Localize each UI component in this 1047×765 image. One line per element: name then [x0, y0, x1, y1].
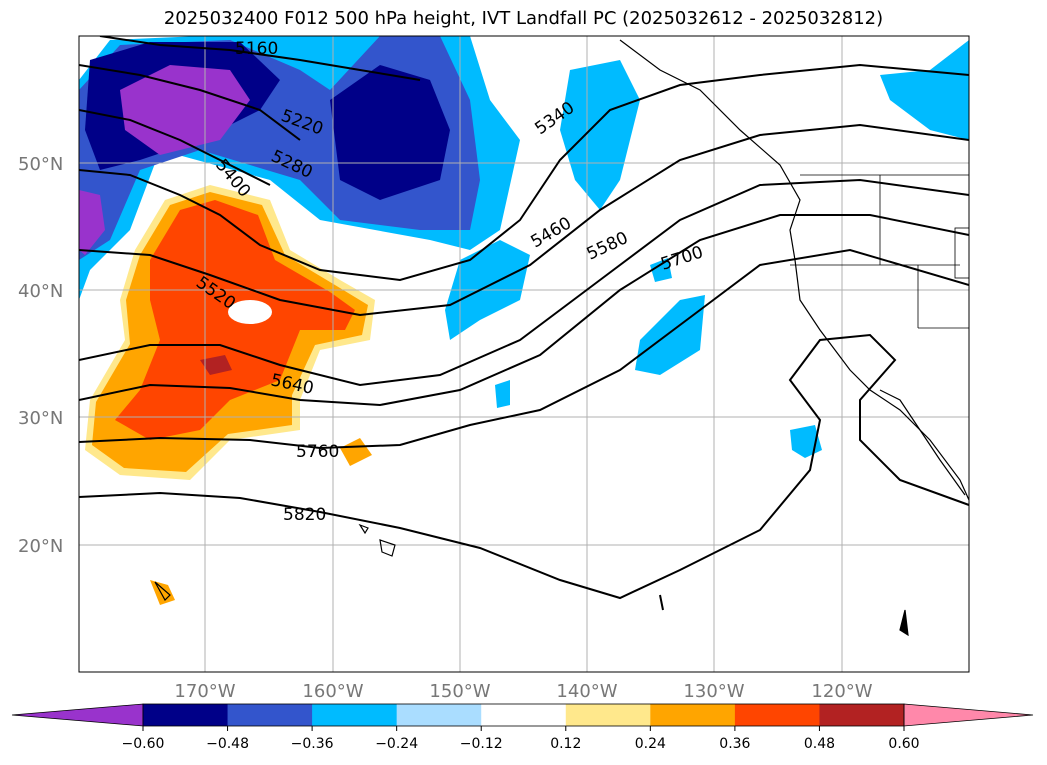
- map-title: 2025032400 F012 500 hPa height, IVT Land…: [163, 8, 884, 29]
- negative-cyan-sub: [635, 295, 705, 375]
- colorbar-tick-label: −0.60: [122, 736, 165, 752]
- coastlines: [154, 39, 969, 637]
- negative-cyan-dot2: [495, 380, 510, 408]
- negative-cyan-ne: [880, 40, 969, 140]
- white-hole: [228, 300, 272, 324]
- height-contours: [79, 36, 969, 600]
- positive-orange-dot2: [150, 580, 175, 605]
- colorbar-tick-label: 0.36: [719, 736, 750, 752]
- lat-label-40: 40°N: [18, 281, 63, 302]
- colorbar-segment: [396, 704, 482, 726]
- colorbar-segment: [143, 704, 229, 726]
- colorbar-extend-high: [903, 703, 1034, 727]
- colorbar-segment: [734, 704, 820, 726]
- lat-label-30: 30°N: [18, 408, 63, 429]
- colorbar-segment: [481, 704, 567, 726]
- colorbar-tick-label: −0.12: [460, 736, 503, 752]
- contour-label-5460: 5460: [528, 213, 575, 252]
- colorbar-tick-label: 0.60: [888, 736, 919, 752]
- lat-label-20: 20°N: [18, 536, 63, 557]
- colorbar-tick-label: 0.48: [804, 736, 835, 752]
- borders: [790, 174, 969, 329]
- lon-label-160w: 160°W: [302, 681, 363, 702]
- ivt-fill-layer: [79, 36, 969, 605]
- colorbar: −0.60 −0.48 −0.36 −0.24 −0.12 0.12 0.24 0.36 0.4…: [11, 703, 1034, 752]
- colorbar-segment: [227, 704, 313, 726]
- negative-purple-region: [120, 65, 250, 155]
- contour-label-5700: 5700: [658, 242, 705, 274]
- lon-label-140w: 140°W: [556, 681, 617, 702]
- colorbar-tick-label: 0.24: [635, 736, 666, 752]
- colorbar-tick-label: 0.12: [550, 736, 581, 752]
- negative-navy-region-2: [330, 65, 450, 200]
- positive-darkred-spot: [200, 355, 232, 375]
- lon-label-150w: 150°W: [429, 681, 490, 702]
- lon-axis-labels: 170°W 160°W 150°W 140°W 130°W 120°W: [174, 681, 872, 702]
- lat-axis-labels: 50°N 40°N 30°N 20°N: [18, 154, 63, 557]
- contour-label-5820: 5820: [283, 505, 326, 525]
- negative-cyan-gulf: [560, 60, 640, 210]
- positive-orange-dot: [340, 438, 372, 466]
- negative-purple-region-2: [79, 190, 105, 255]
- plot-frame: [78, 35, 970, 673]
- contour-label-5580: 5580: [584, 228, 632, 264]
- colorbar-segment: [650, 704, 736, 726]
- colorbar-tick-label: −0.36: [291, 736, 334, 752]
- lon-label-120w: 120°W: [811, 681, 872, 702]
- colorbar-segment: [565, 704, 651, 726]
- colorbar-segment: [312, 704, 398, 726]
- colorbar-segment: [819, 704, 905, 726]
- contour-label-5160: 5160: [235, 39, 278, 59]
- colorbar-frame: [142, 703, 905, 727]
- contour-label-5760: 5760: [296, 442, 339, 462]
- lon-label-170w: 170°W: [174, 681, 235, 702]
- lon-label-130w: 130°W: [683, 681, 744, 702]
- colorbar-extend-low: [11, 703, 144, 727]
- colorbar-tick-label: −0.48: [206, 736, 249, 752]
- colorbar-tick-label: −0.24: [375, 736, 418, 752]
- negative-cyan-dot3: [650, 258, 672, 282]
- lat-label-50: 50°N: [18, 154, 63, 175]
- gridlines: [79, 36, 969, 672]
